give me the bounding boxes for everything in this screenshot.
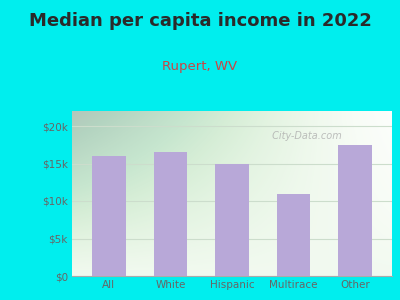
Bar xyxy=(338,145,372,276)
Bar xyxy=(215,164,249,276)
Text: City-Data.com: City-Data.com xyxy=(269,131,342,141)
Text: Rupert, WV: Rupert, WV xyxy=(162,60,238,73)
Bar xyxy=(92,156,126,276)
Bar xyxy=(154,152,187,276)
Bar xyxy=(277,194,310,276)
Text: Median per capita income in 2022: Median per capita income in 2022 xyxy=(28,12,372,30)
